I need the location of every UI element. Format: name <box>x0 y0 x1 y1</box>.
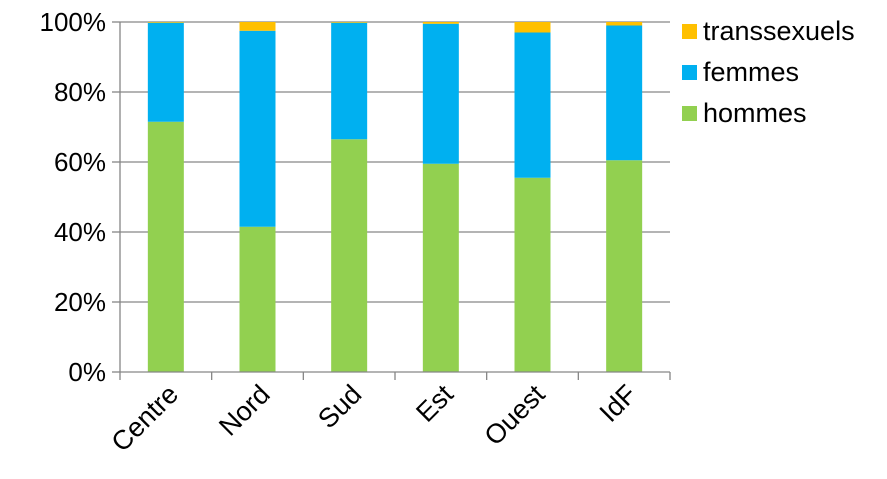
legend-label: transsexuels <box>703 16 855 46</box>
y-tick-label: 40% <box>54 217 106 247</box>
bar-transsexuels <box>514 22 551 33</box>
bar-transsexuels <box>239 22 276 31</box>
gridlines <box>120 21 670 303</box>
legend-swatch <box>682 24 697 39</box>
bar-hommes <box>422 163 459 372</box>
legend-swatch <box>682 65 697 80</box>
bar-femmes <box>514 32 551 178</box>
bar-transsexuels <box>606 22 643 26</box>
y-tick-label: 0% <box>68 357 106 387</box>
bars <box>147 22 643 372</box>
y-tick-label: 20% <box>54 287 106 317</box>
legend: transsexuels femmes hommes <box>682 16 855 128</box>
bar-hommes <box>147 121 184 372</box>
legend-label: femmes <box>703 57 799 87</box>
y-tick-label: 100% <box>40 7 107 37</box>
bar-hommes <box>514 177 551 372</box>
bar-transsexuels <box>147 22 184 23</box>
x-category-label: Ouest <box>479 379 552 452</box>
bar-transsexuels <box>331 22 368 23</box>
bar-femmes <box>239 30 276 227</box>
bar-femmes <box>606 25 643 161</box>
axes <box>112 21 671 380</box>
bar-femmes <box>147 22 184 122</box>
y-tick-label: 60% <box>54 147 106 177</box>
bar-hommes <box>606 160 643 372</box>
x-category-label: Est <box>410 379 459 428</box>
x-category-label: Centre <box>106 379 185 458</box>
bar-femmes <box>331 22 368 140</box>
y-tick-label: 80% <box>54 77 106 107</box>
bar-transsexuels <box>422 22 459 24</box>
legend-label: hommes <box>703 98 807 128</box>
x-category-label: Nord <box>213 379 276 442</box>
bar-femmes <box>422 23 459 164</box>
bar-hommes <box>331 139 368 372</box>
y-tick-labels: 0% 20% 40% 60% 80% 100% <box>40 7 107 387</box>
x-category-labels: Centre Nord Sud Est Ouest IdF <box>106 379 643 458</box>
x-category-label: IdF <box>594 379 643 428</box>
legend-swatch <box>682 106 697 121</box>
x-category-label: Sud <box>312 379 367 434</box>
bar-hommes <box>239 226 276 372</box>
